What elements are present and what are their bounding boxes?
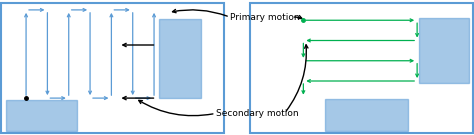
Bar [6,100,77,131]
Bar [1,3,224,133]
Text: Primary motion: Primary motion [230,13,300,22]
Bar [325,99,408,131]
Bar [159,19,201,98]
Text: Secondary motion: Secondary motion [216,109,298,118]
Bar [419,18,469,83]
Bar [250,3,473,133]
